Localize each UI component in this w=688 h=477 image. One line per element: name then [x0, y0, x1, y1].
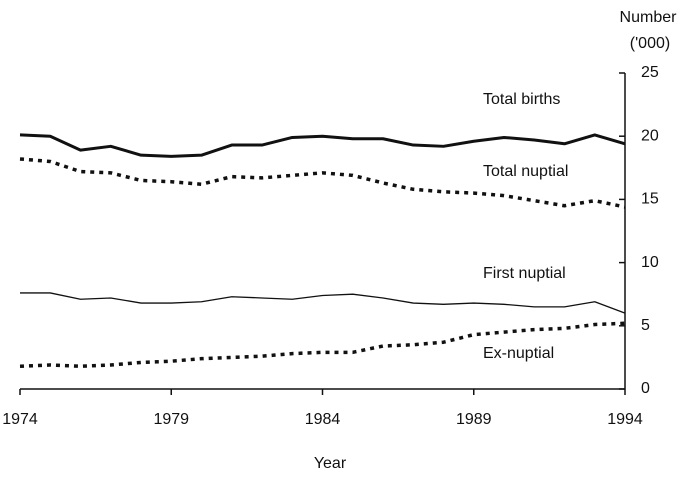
y-tick-label: 25	[641, 64, 659, 81]
x-tick-label: 1974	[2, 411, 38, 428]
x-tick-label: 1994	[607, 411, 643, 428]
line-series	[19, 157, 626, 209]
y-tick-label: 0	[641, 380, 650, 397]
y-tick-label: 5	[641, 317, 650, 334]
line-series	[19, 133, 626, 158]
x-tick-label: 1979	[153, 411, 189, 428]
y-axis-label: ('000)	[630, 35, 670, 52]
series-label: Total nuptial	[483, 163, 568, 180]
x-tick-label: 1989	[456, 411, 492, 428]
y-tick-label: 15	[641, 191, 659, 208]
y-tick-label: 20	[641, 127, 659, 144]
line-series	[20, 292, 626, 314]
x-axis-label: Year	[314, 455, 347, 472]
series-label: First nuptial	[483, 265, 566, 282]
line-series	[19, 321, 626, 368]
x-tick-label: 1984	[305, 411, 341, 428]
series-label: Total births	[483, 91, 560, 108]
series-label: Ex-nuptial	[483, 345, 554, 362]
y-tick-label: 10	[641, 254, 659, 271]
y-axis-label: Number	[620, 9, 678, 26]
